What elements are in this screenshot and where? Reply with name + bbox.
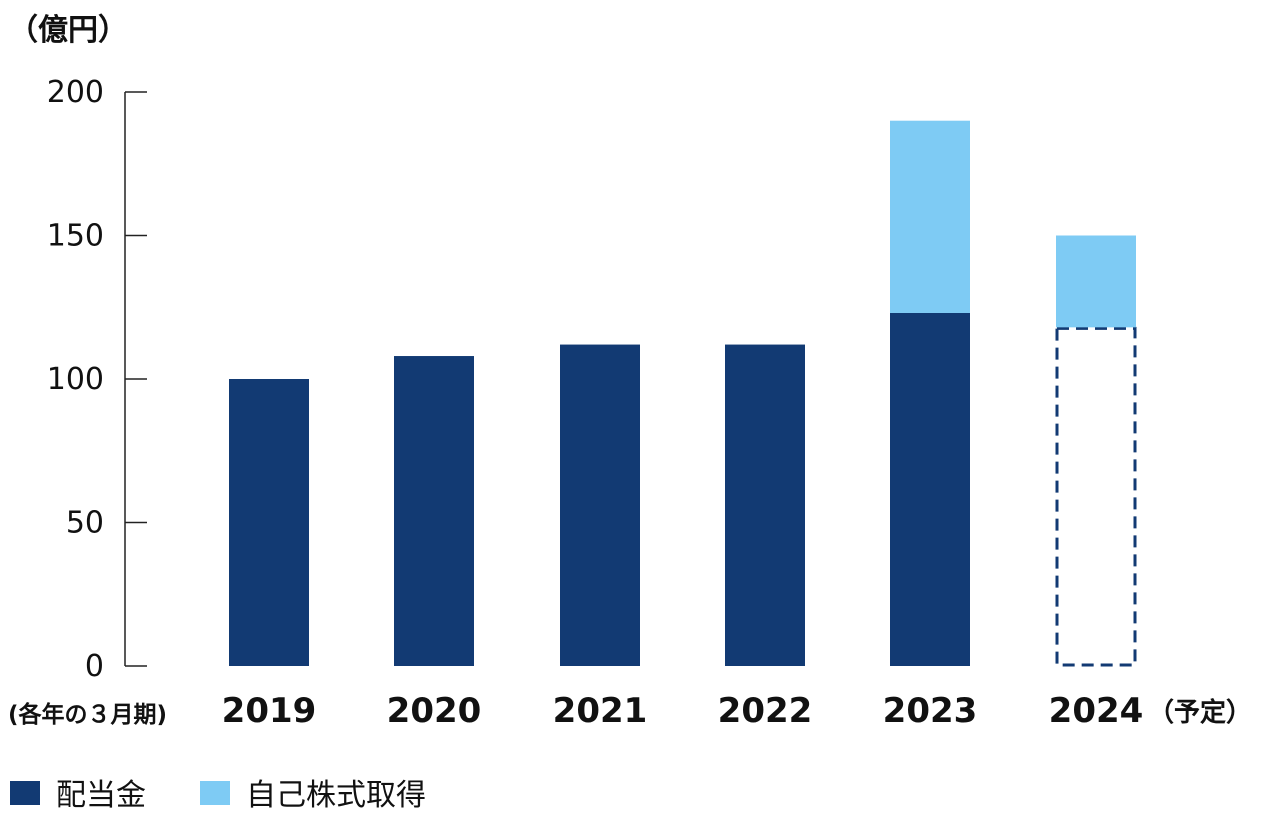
bar-segment: [725, 344, 805, 666]
legend: 配当金 自己株式取得: [10, 778, 426, 813]
legend-label: 自己株式取得: [246, 778, 426, 813]
legend-swatch: [10, 781, 40, 805]
x-category-label: 2022: [718, 691, 813, 731]
bar-segment: [890, 120, 970, 313]
y-tick-label: 100: [47, 362, 104, 397]
x-category-label: 2021: [553, 691, 648, 731]
bars: [229, 120, 1137, 667]
legend-swatch: [200, 781, 230, 805]
bar-segment: [229, 379, 309, 666]
y-axis-unit-label: （億円）: [8, 13, 128, 48]
y-tick-label: 0: [85, 649, 104, 684]
bar-segment-planned: [1055, 326, 1137, 667]
x-axis-labels: 2019 2020 2021 2022 2023 2024 （予定）: [222, 691, 1252, 731]
legend-label: 配当金: [56, 778, 146, 813]
y-tick-label: 50: [66, 506, 104, 541]
bar-segment: [890, 312, 970, 666]
x-category-label: 2019: [222, 691, 317, 731]
period-label: (各年の３月期): [8, 701, 167, 728]
bar-segment: [560, 344, 640, 666]
bar-segment: [1056, 235, 1136, 328]
y-axis: 0 50 100 150 200: [47, 75, 147, 684]
y-tick-label: 150: [47, 219, 104, 254]
x-category-suffix: （予定）: [1148, 697, 1252, 728]
x-category-label: 2020: [387, 691, 482, 731]
x-category-label: 2023: [883, 691, 978, 731]
x-category-label: 2024: [1049, 691, 1144, 731]
bar-segment: [394, 356, 474, 666]
y-tick-label: 200: [47, 75, 104, 110]
